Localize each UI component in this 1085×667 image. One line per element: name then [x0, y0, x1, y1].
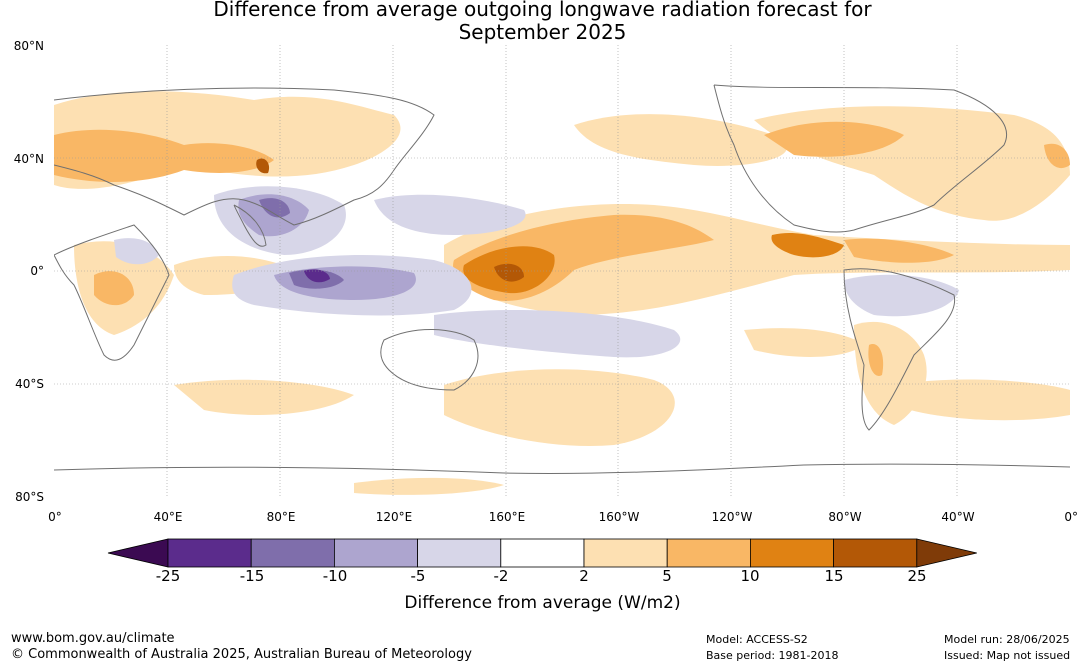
colorbar-tick: -10	[322, 567, 348, 585]
anomaly-amazon	[844, 274, 959, 317]
colorbar-boxes	[107, 538, 977, 568]
coast-eurasia	[54, 87, 435, 226]
gridlines	[54, 45, 1070, 498]
lon-label-120e: 120°E	[375, 510, 413, 524]
lat-label-40n: 40°N	[13, 152, 44, 166]
anomaly-mongolia-spot	[256, 158, 270, 174]
coast-africa	[54, 224, 170, 361]
colorbar-title: Difference from average (W/m2)	[404, 593, 681, 613]
colorbar-tick: 15	[824, 567, 844, 585]
footer-model-run: Model run: 28/06/2025	[944, 633, 1070, 646]
colorbar-tick: -25	[155, 567, 181, 585]
anomaly-north-america	[754, 106, 1070, 221]
lat-label-80n: 80°N	[13, 39, 44, 53]
anomaly-africa-neg	[114, 238, 159, 265]
lon-label-160w: 160°W	[598, 510, 640, 524]
colorbar-box	[750, 538, 835, 568]
lat-label-80s: 80°S	[15, 490, 44, 504]
lon-label-0-left: 0°	[48, 510, 62, 524]
anomaly-india-strong	[259, 198, 290, 218]
colorbar-box	[583, 538, 668, 568]
colorbar-tick: 10	[740, 567, 760, 585]
anomaly-maritime-strongest	[304, 269, 330, 283]
lat-label-0: 0°	[30, 264, 44, 278]
footer-base-period: Base period: 1981-2018	[706, 649, 839, 662]
coast-australia	[380, 329, 479, 391]
colorbar-box	[417, 538, 502, 568]
lat-label-40s: 40°S	[15, 377, 44, 391]
lon-label-120w: 120°W	[711, 510, 753, 524]
colorbar-extend-low	[107, 538, 169, 568]
colorbar-box	[250, 538, 335, 568]
anomaly-south-pacific	[444, 369, 675, 446]
anomaly-south-atlantic	[894, 379, 1070, 421]
coast-antarctica	[54, 463, 1070, 474]
anomaly-canada-core	[764, 121, 904, 157]
colorbar-box	[333, 538, 418, 568]
colorbar-tick: -5	[410, 567, 426, 585]
title-line-2: September 2025	[458, 20, 627, 44]
anomaly-central-america	[771, 233, 844, 258]
lon-label-160e: 160°E	[488, 510, 526, 524]
anomaly-map	[54, 45, 1070, 498]
colorbar-box	[500, 538, 585, 568]
lon-label-80w: 80°W	[828, 510, 862, 524]
colorbar-box	[833, 538, 918, 568]
anomaly-southern-indian	[174, 379, 354, 415]
coast-india	[233, 204, 267, 247]
anomaly-south-pacific-neg	[434, 310, 681, 358]
lon-label-40w: 40°W	[941, 510, 975, 524]
map-title: Difference from average outgoing longwav…	[0, 0, 1085, 44]
coastlines	[54, 84, 1070, 474]
colorbar-tick: -2	[493, 567, 509, 585]
title-line-1: Difference from average outgoing longwav…	[213, 0, 872, 21]
anomaly-eurasia-core	[54, 129, 274, 182]
lon-label-80e: 80°E	[266, 510, 296, 524]
colorbar-extend-high	[916, 538, 977, 568]
coast-north-america	[713, 84, 1007, 233]
colorbar-tick: -15	[239, 567, 265, 585]
anomaly-caribbean	[844, 238, 954, 263]
colorbar	[107, 538, 977, 568]
footer-copyright: © Commonwealth of Australia 2025, Austra…	[11, 647, 472, 662]
footer-model: Model: ACCESS-S2	[706, 633, 808, 646]
anomaly-pacific-strongest	[494, 263, 524, 282]
footer-issued: Issued: Map not issued	[944, 649, 1071, 662]
anomaly-east-us	[1044, 143, 1070, 169]
colorbar-box	[666, 538, 751, 568]
anomaly-north-pacific	[574, 114, 787, 166]
colorbar-tick: 2	[579, 567, 589, 585]
map-svg	[54, 45, 1070, 498]
anomaly-west-pacific-neg	[374, 194, 526, 235]
negative-anomaly-regions	[114, 186, 959, 358]
colorbar-tick: 5	[662, 567, 672, 585]
anomaly-se-pacific	[744, 328, 864, 357]
anomaly-south-america-core	[868, 344, 884, 376]
anomaly-africa-sw-core	[94, 271, 134, 306]
lon-label-0-right: 0°	[1064, 510, 1078, 524]
colorbar-tick: 25	[907, 567, 927, 585]
colorbar-box	[167, 538, 252, 568]
footer-website: www.bom.gov.au/climate	[11, 631, 175, 646]
lon-label-40e: 40°E	[153, 510, 183, 524]
anomaly-antarctic-band	[354, 477, 504, 495]
coast-south-america	[843, 268, 956, 431]
